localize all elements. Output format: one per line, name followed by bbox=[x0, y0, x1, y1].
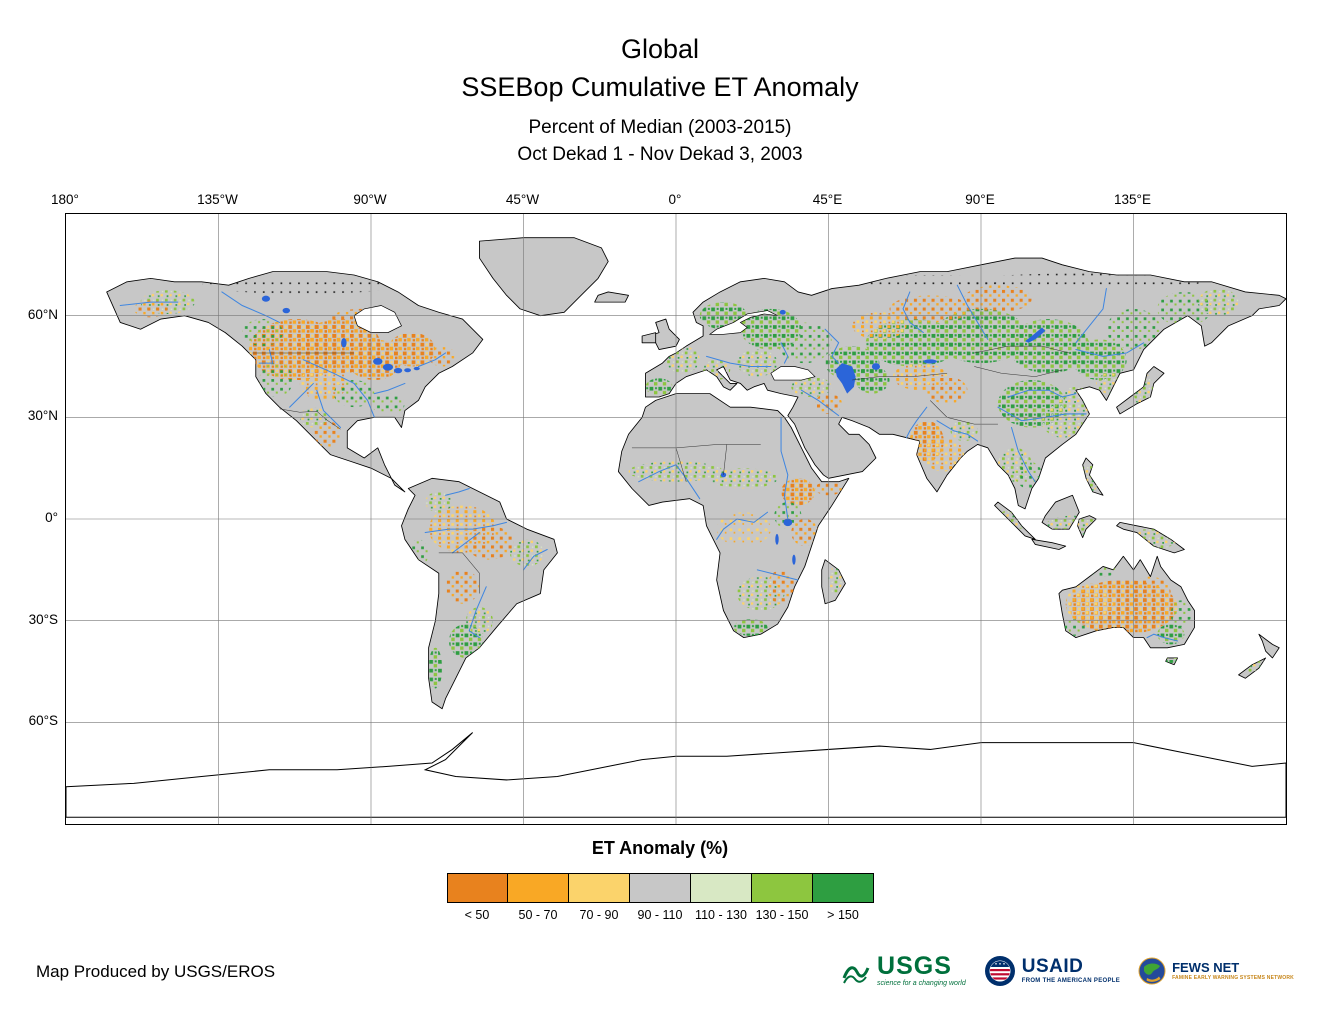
legend-swatch bbox=[506, 873, 569, 903]
title-block: Global SSEBop Cumulative ET Anomaly Perc… bbox=[0, 30, 1320, 168]
country-borders bbox=[252, 345, 1070, 594]
legend: ET Anomaly (%) < 50 50 - 70 70 - 90 90 - 11… bbox=[0, 838, 1320, 924]
legend-color-bar: < 50 50 - 70 70 - 90 90 - 110 110 - 130 130 -… bbox=[446, 873, 874, 922]
legend-title: ET Anomaly (%) bbox=[591, 838, 729, 858]
legend-label: 70 - 90 bbox=[579, 908, 619, 922]
legend-swatch bbox=[446, 873, 508, 903]
legend-item: 70 - 90 bbox=[567, 873, 630, 922]
landmass-java bbox=[1031, 538, 1067, 550]
legend-swatch bbox=[750, 873, 813, 903]
lat-tick-label: 30°N bbox=[27, 408, 58, 424]
legend-label: < 50 bbox=[464, 908, 490, 922]
credit-text: Map Produced by USGS/EROS bbox=[36, 962, 276, 981]
lon-tick-label: 180° bbox=[51, 192, 79, 207]
lon-tick-label: 135°E bbox=[1114, 192, 1151, 207]
map-subtitle-line1: Percent of Median (2003-2015) bbox=[528, 117, 792, 138]
fewsnet-globe-icon bbox=[1138, 957, 1166, 984]
legend-label: 50 - 70 bbox=[518, 908, 558, 922]
legend-swatch bbox=[811, 873, 874, 903]
anomaly-overlays bbox=[133, 273, 1266, 689]
usgs-logo-tagline: science for a changing world bbox=[877, 980, 966, 987]
usaid-seal-icon bbox=[984, 955, 1015, 986]
legend-item: 50 - 70 bbox=[506, 873, 569, 922]
legend-swatch bbox=[628, 873, 691, 903]
lat-tick-label: 0° bbox=[45, 510, 58, 525]
title-spacer bbox=[0, 106, 1320, 114]
inland-seas bbox=[353, 305, 816, 381]
lon-tick-label: 90°E bbox=[965, 192, 995, 207]
legend-item: 130 - 150 bbox=[750, 873, 813, 922]
map-title-line1: Global bbox=[620, 34, 700, 64]
lon-tick-label: 45°W bbox=[505, 192, 540, 207]
legend-label: 110 - 130 bbox=[695, 908, 747, 922]
fewsnet-logo: FEWS NET FAMINE EARLY WARNING SYSTEMS NE… bbox=[1138, 957, 1294, 985]
lon-tick-label: 135°W bbox=[197, 192, 238, 207]
lat-tick-label: 60°N bbox=[27, 306, 58, 322]
landmass-nz_north bbox=[1258, 633, 1280, 659]
fewsnet-logo-text: FEWS NET bbox=[1172, 959, 1240, 975]
usaid-logo-text: USAID bbox=[1021, 956, 1084, 977]
usgs-logo: USGS science for a changing world bbox=[841, 954, 966, 987]
usgs-logo-text: USGS bbox=[877, 952, 952, 980]
legend-label: 90 - 110 bbox=[637, 908, 683, 922]
legend-item: 90 - 110 bbox=[628, 873, 691, 922]
landmass-iceland bbox=[594, 291, 629, 303]
legend-item: 110 - 130 bbox=[689, 873, 752, 922]
lon-tick-label: 45°E bbox=[812, 192, 843, 207]
lon-tick-label: 90°W bbox=[353, 192, 387, 207]
legend-label: > 150 bbox=[827, 908, 859, 922]
landmass-greenland bbox=[479, 237, 609, 317]
logo-row: USGS science for a changing world bbox=[841, 954, 1294, 987]
map-subtitle-line2: Oct Dekad 1 - Nov Dekad 3, 2003 bbox=[517, 144, 803, 165]
legend-swatch bbox=[689, 873, 752, 903]
lat-tick-label: 60°S bbox=[28, 713, 58, 729]
fewsnet-logo-tagline: FAMINE EARLY WARNING SYSTEMS NETWORK bbox=[1172, 974, 1294, 981]
world-map-svg bbox=[66, 214, 1286, 824]
usgs-wave-icon bbox=[842, 965, 870, 983]
lat-tick-label: 30°S bbox=[28, 611, 58, 627]
legend-item: > 150 bbox=[811, 873, 874, 922]
graticule bbox=[66, 214, 1286, 824]
landmass-ireland bbox=[641, 332, 657, 344]
legend-swatch bbox=[567, 873, 630, 903]
usaid-logo: USAID FROM THE AMERICAN PEOPLE bbox=[984, 955, 1120, 987]
lon-tick-label: 0° bbox=[668, 192, 682, 207]
map-title-line2: SSEBop Cumulative ET Anomaly bbox=[461, 72, 859, 102]
legend-item: < 50 bbox=[446, 873, 508, 922]
lakes bbox=[261, 295, 1046, 565]
world-map bbox=[65, 213, 1287, 825]
usaid-logo-tagline: FROM THE AMERICAN PEOPLE bbox=[1021, 978, 1121, 984]
legend-label: 130 - 150 bbox=[755, 908, 809, 922]
